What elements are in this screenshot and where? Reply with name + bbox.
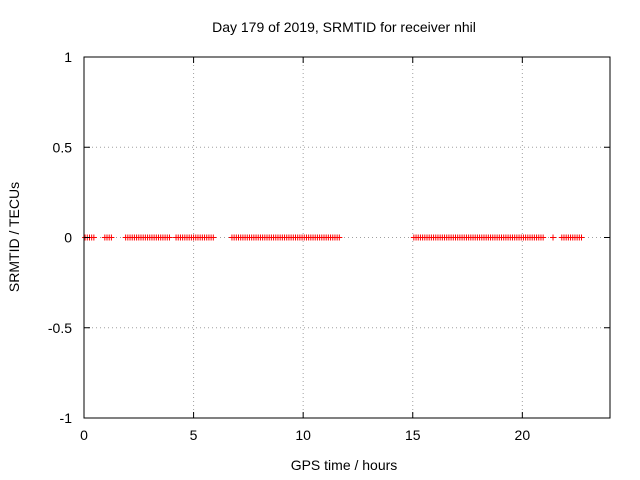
y-tick-label: -0.5 bbox=[48, 320, 72, 336]
axis-ticks: 0 5 10 15 20 -1 -0.5 0 0.5 1 bbox=[48, 49, 610, 443]
x-tick-label: 0 bbox=[80, 427, 88, 443]
x-tick-label: 20 bbox=[515, 427, 531, 443]
y-tick-label: 0.5 bbox=[53, 139, 73, 155]
y-tick-label: 0 bbox=[64, 230, 72, 246]
data-point bbox=[90, 234, 97, 241]
chart-title: Day 179 of 2019, SRMTID for receiver nhi… bbox=[212, 19, 476, 35]
x-tick-label: 5 bbox=[190, 427, 198, 443]
data-point bbox=[108, 234, 115, 241]
y-tick-label: 1 bbox=[64, 49, 72, 65]
data-point bbox=[550, 234, 557, 241]
y-axis-label: SRMTID / TECUs bbox=[6, 182, 22, 292]
x-tick-label: 10 bbox=[295, 427, 311, 443]
data-point bbox=[578, 234, 585, 241]
y-tick-label: -1 bbox=[60, 410, 73, 426]
data-point bbox=[540, 234, 547, 241]
data-point bbox=[210, 234, 217, 241]
x-tick-label: 15 bbox=[405, 427, 421, 443]
data-point bbox=[166, 234, 173, 241]
data-point bbox=[336, 234, 343, 241]
x-axis-label: GPS time / hours bbox=[291, 457, 398, 473]
